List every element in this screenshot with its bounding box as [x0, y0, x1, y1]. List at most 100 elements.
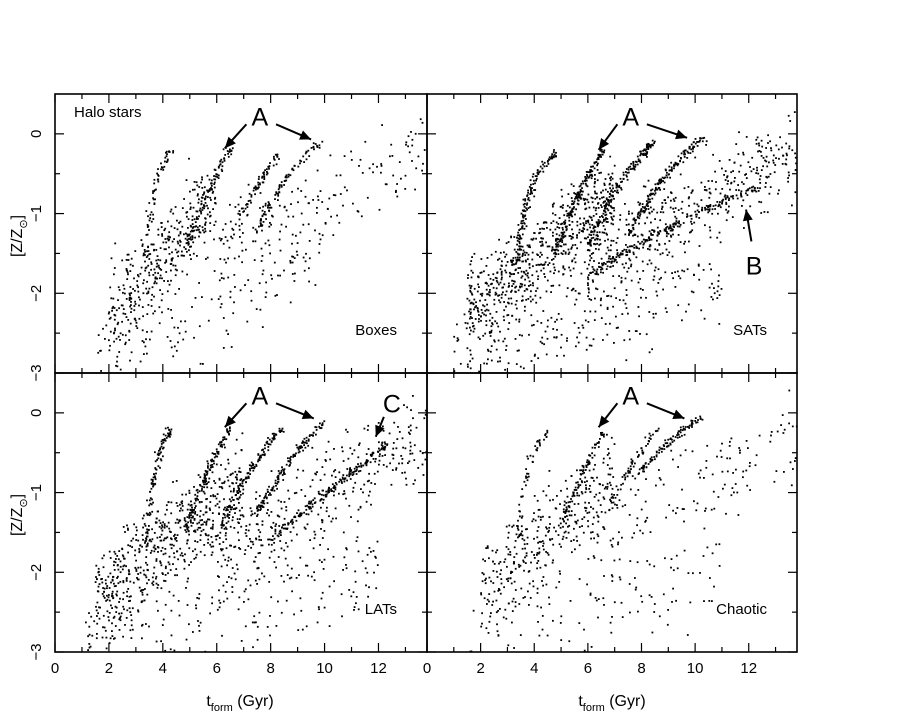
- data-point: [153, 202, 156, 205]
- data-point: [240, 449, 243, 451]
- data-point: [213, 480, 215, 482]
- data-point: [770, 149, 773, 152]
- data-point: [118, 601, 120, 603]
- data-point: [686, 150, 689, 153]
- data-point: [327, 490, 329, 493]
- data-point: [172, 212, 175, 215]
- data-point: [113, 318, 116, 321]
- data-point: [289, 174, 292, 177]
- data-point: [185, 587, 187, 589]
- data-point: [299, 159, 301, 162]
- data-point: [684, 240, 686, 243]
- data-point: [600, 206, 603, 208]
- data-point: [269, 252, 271, 255]
- data-point: [116, 365, 119, 368]
- data-point: [634, 163, 637, 166]
- data-point: [721, 167, 723, 170]
- data-point: [703, 189, 706, 191]
- data-point: [130, 297, 133, 300]
- data-point: [261, 326, 264, 328]
- data-point: [357, 470, 360, 473]
- data-point: [186, 233, 189, 236]
- data-point: [288, 465, 291, 467]
- data-point: [504, 255, 506, 258]
- data-point: [599, 299, 602, 302]
- data-point: [152, 584, 155, 586]
- data-point: [515, 285, 518, 288]
- data-points: [453, 111, 797, 373]
- data-point: [794, 152, 796, 155]
- data-point: [587, 278, 590, 281]
- data-point: [158, 525, 161, 528]
- data-point: [413, 459, 416, 461]
- data-point: [195, 216, 198, 218]
- data-point: [224, 468, 227, 471]
- data-point: [516, 239, 519, 242]
- data-point: [527, 298, 530, 300]
- data-point: [267, 538, 269, 541]
- data-point: [149, 538, 151, 541]
- data-point: [409, 424, 412, 427]
- data-point: [166, 508, 168, 511]
- data-point: [718, 323, 721, 325]
- data-point: [295, 519, 298, 522]
- data-point: [125, 565, 127, 568]
- data-point: [112, 305, 115, 308]
- data-point: [184, 320, 187, 323]
- data-point: [566, 339, 568, 342]
- data-point: [351, 471, 354, 474]
- data-point: [620, 181, 622, 183]
- data-point: [224, 236, 227, 238]
- data-point: [350, 159, 353, 161]
- data-point: [603, 205, 606, 207]
- data-point: [323, 530, 326, 532]
- annotation-letter: A: [622, 103, 639, 131]
- data-point: [580, 272, 583, 275]
- data-point: [757, 190, 760, 192]
- data-point: [128, 607, 131, 610]
- data-point: [539, 296, 542, 299]
- data-point: [276, 534, 279, 537]
- data-point: [215, 497, 218, 500]
- data-point: [343, 480, 346, 483]
- data-point: [102, 566, 105, 569]
- data-point: [165, 259, 168, 262]
- data-point: [210, 527, 212, 530]
- data-point: [253, 615, 256, 618]
- data-point: [576, 236, 578, 239]
- data-point: [650, 232, 652, 235]
- data-point: [144, 542, 146, 544]
- data-point: [129, 359, 131, 362]
- data-point: [262, 499, 265, 502]
- data-point: [469, 302, 472, 305]
- data-point: [409, 441, 412, 444]
- data-point: [411, 452, 414, 455]
- data-point: [621, 180, 623, 183]
- data-point: [153, 190, 155, 193]
- data-point: [574, 261, 577, 264]
- data-point: [160, 459, 163, 462]
- data-point: [486, 362, 488, 365]
- data-point: [108, 550, 111, 553]
- data-point: [397, 426, 399, 428]
- data-point: [278, 427, 281, 430]
- data-point: [141, 637, 143, 640]
- data-point: [250, 546, 252, 549]
- data-point: [582, 227, 585, 229]
- data-point: [605, 203, 607, 206]
- data-point: [352, 591, 355, 594]
- data-point: [232, 516, 234, 519]
- data-point: [138, 550, 141, 553]
- data-point: [294, 516, 297, 519]
- data-point: [332, 555, 335, 558]
- data-point: [166, 525, 168, 528]
- data-point: [214, 453, 217, 455]
- data-point: [207, 207, 209, 210]
- data-point: [110, 604, 112, 607]
- data-point: [391, 155, 394, 157]
- data-point: [248, 464, 251, 467]
- data-point: [625, 262, 627, 265]
- data-point: [598, 244, 601, 246]
- data-point: [161, 235, 164, 237]
- data-point: [516, 248, 519, 251]
